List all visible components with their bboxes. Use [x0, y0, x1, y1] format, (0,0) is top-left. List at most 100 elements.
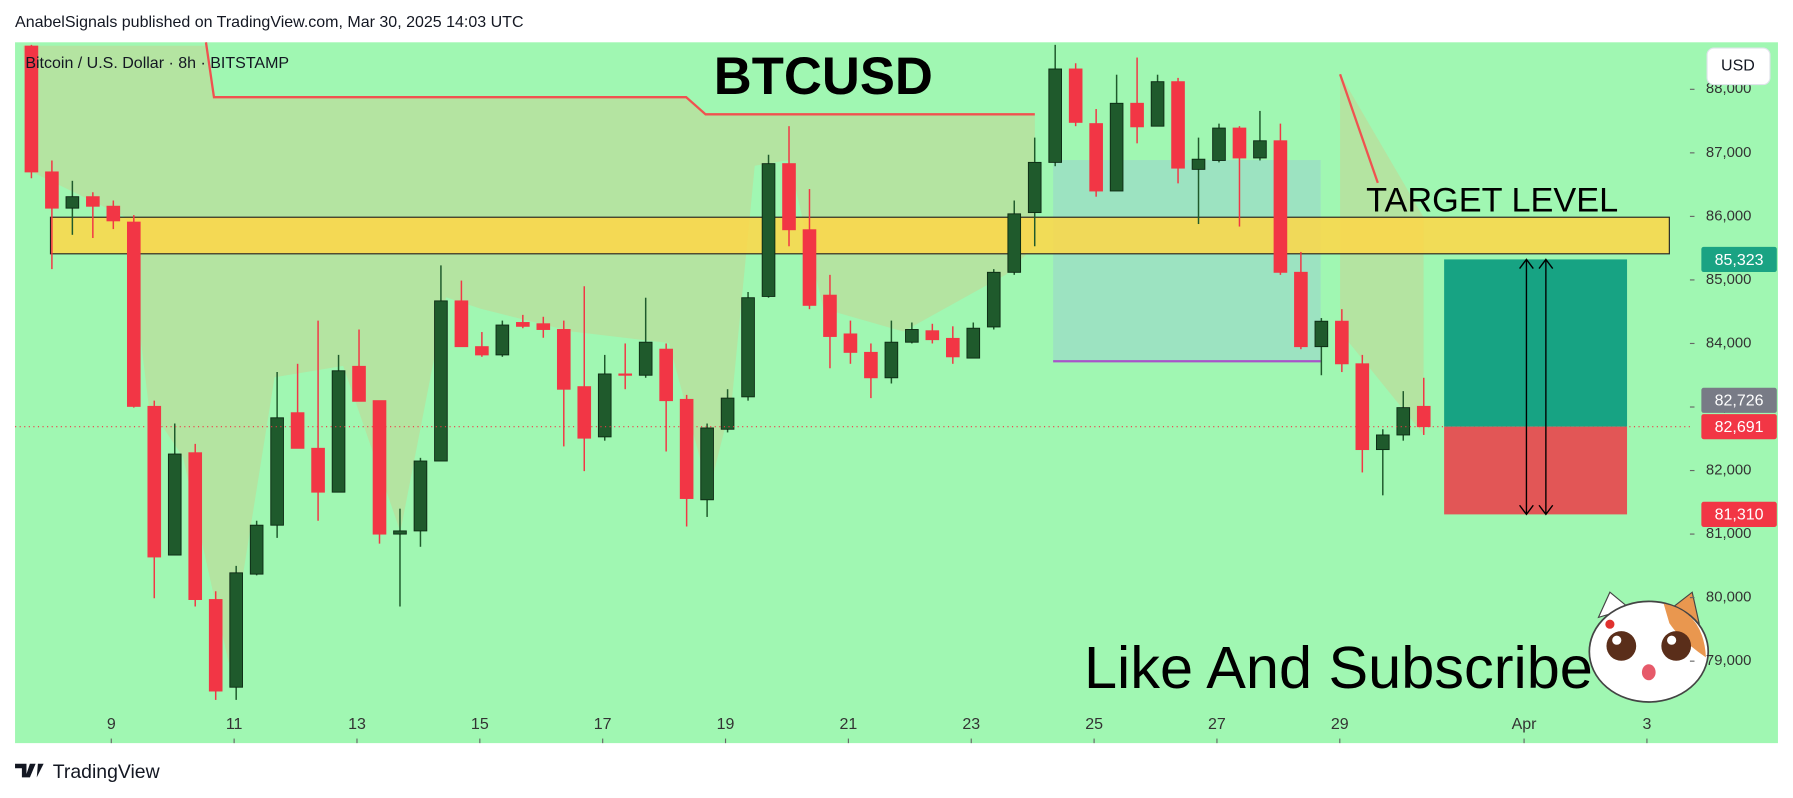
candle-body — [1048, 68, 1062, 163]
y-tick-label: 86,000 — [1706, 208, 1751, 224]
resistance-zone — [49, 216, 1670, 255]
candle-body — [1335, 320, 1349, 365]
candle-body — [761, 163, 776, 297]
y-tick-label: 88,000 — [1706, 81, 1751, 97]
candle-body — [638, 341, 653, 376]
price-label-box — [1701, 387, 1777, 413]
candle-body — [823, 294, 837, 337]
candle-body — [1416, 405, 1431, 428]
candle-body — [1232, 127, 1247, 159]
mascot-mouth — [1641, 664, 1656, 681]
arrow-head — [1519, 258, 1534, 516]
candle-body — [45, 171, 59, 209]
candle-body — [331, 370, 346, 493]
candle-body — [1253, 140, 1267, 159]
candle-body — [352, 365, 366, 402]
candle-body — [679, 398, 694, 499]
x-tick-label: 9 — [107, 716, 116, 733]
symbol-info: Bitcoin / U.S. Dollar · 8h · BITSTAMP — [25, 55, 289, 72]
series-layer — [24, 44, 1431, 700]
y-tick-label: 82,000 — [1706, 462, 1751, 478]
candle-body — [802, 229, 817, 306]
mascot-eye — [1661, 631, 1692, 661]
candle-body — [1109, 102, 1124, 192]
currency-label: USD — [1721, 58, 1755, 75]
candle-body — [516, 322, 530, 327]
mascot-eye-shine — [1667, 635, 1677, 645]
brand-name: TradingView — [53, 761, 161, 783]
candle-body — [1150, 81, 1165, 127]
candle-body — [208, 599, 223, 692]
shaded-area — [23, 45, 1035, 664]
candle-body — [290, 412, 305, 449]
candle-body — [434, 300, 448, 462]
x-tick-label: 3 — [1642, 716, 1651, 733]
x-tick-label: 25 — [1085, 716, 1103, 733]
candle-body — [966, 327, 981, 359]
candle-body — [188, 452, 203, 600]
x-tick-label: 19 — [717, 716, 735, 733]
x-tick-label: 11 — [226, 716, 243, 733]
candle-body — [311, 447, 325, 493]
candle-body — [393, 530, 407, 535]
candle-body — [700, 427, 714, 501]
candle-body — [1130, 102, 1144, 128]
trend-line — [204, 42, 1035, 116]
chart-title: BTCUSD — [714, 47, 933, 106]
candle-body — [229, 572, 243, 688]
candle-body — [24, 45, 39, 173]
candle-body — [106, 205, 121, 222]
candle-body — [65, 196, 80, 209]
candle-body — [475, 346, 489, 356]
candle-body — [782, 163, 796, 231]
candle-body — [1068, 68, 1083, 123]
candle-body — [495, 324, 510, 356]
candle-body — [126, 221, 141, 407]
arrow-head — [1538, 258, 1554, 516]
candle-body — [597, 373, 612, 438]
candle-body — [1171, 81, 1185, 169]
candle-body — [536, 323, 551, 330]
mascot-head — [1588, 600, 1710, 703]
x-tick-label: 23 — [962, 716, 980, 733]
trend-line — [1339, 73, 1379, 184]
price-label-box — [1701, 246, 1777, 272]
mascot-eye-shine — [1612, 635, 1622, 645]
currency-button[interactable] — [1706, 47, 1771, 86]
logo — [15, 763, 44, 778]
candle-body — [147, 405, 162, 558]
x-tick-label: 27 — [1208, 716, 1226, 733]
candle-body — [946, 337, 960, 358]
y-tick-label: 79,000 — [1706, 653, 1751, 669]
footer: TradingView — [15, 761, 161, 783]
price-label: 85,323 — [1715, 252, 1764, 269]
y-tick-label: 84,000 — [1706, 335, 1751, 351]
candle-body — [1375, 434, 1390, 451]
candle-body — [1007, 213, 1022, 273]
profit-zone — [1444, 259, 1628, 427]
candle-body — [1273, 140, 1288, 273]
mascot-bow — [1605, 619, 1615, 629]
candle-body — [86, 196, 100, 207]
candle-body — [720, 397, 735, 430]
candle-body — [167, 453, 182, 556]
candle-body — [986, 271, 1001, 328]
candle-body — [1027, 161, 1042, 214]
x-tick-label: Apr — [1512, 716, 1538, 733]
candle-body — [741, 297, 755, 398]
x-tick-label: 17 — [594, 716, 612, 733]
candle-body — [1355, 363, 1370, 451]
annotation: TARGET LEVEL — [1366, 181, 1618, 219]
y-tick-label: 80,000 — [1706, 590, 1751, 606]
candle-body — [413, 460, 428, 532]
candle-body — [843, 333, 858, 353]
x-tick-label: 21 — [839, 716, 857, 733]
publisher-header: AnabelSignals published on TradingView.c… — [15, 14, 523, 31]
y-tick-label: 85,000 — [1706, 272, 1751, 288]
candle-body — [249, 524, 264, 575]
candle-body — [1314, 320, 1329, 348]
candle-body — [454, 300, 469, 348]
candle-body — [1089, 123, 1103, 192]
